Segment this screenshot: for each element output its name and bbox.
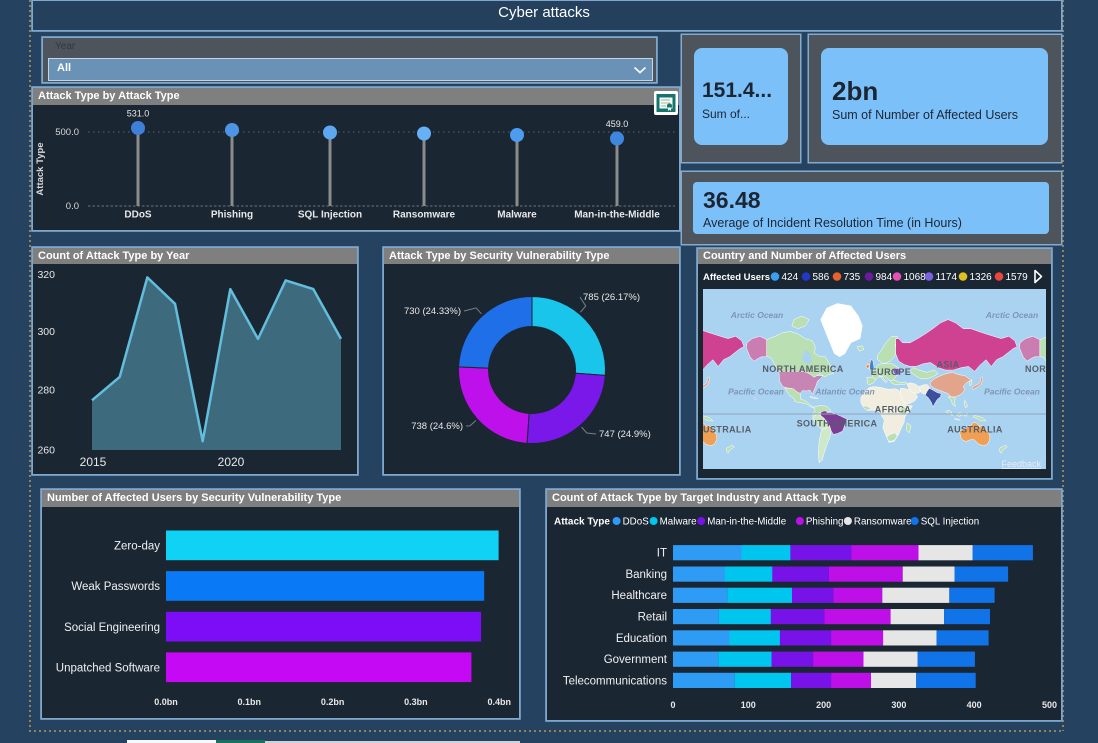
svg-text:Unpatched Software: Unpatched Software bbox=[56, 662, 160, 674]
svg-text:Ransomware: Ransomware bbox=[854, 517, 912, 528]
svg-text:SQL Injection: SQL Injection bbox=[298, 210, 362, 221]
svg-text:Attack Type: Attack Type bbox=[554, 517, 610, 528]
svg-text:DDoS: DDoS bbox=[623, 517, 650, 528]
svg-text:Telecommunications: Telecommunications bbox=[563, 675, 667, 687]
svg-text:ASIA: ASIA bbox=[936, 360, 959, 370]
svg-text:0: 0 bbox=[670, 700, 675, 710]
svg-text:Weak Passwords: Weak Passwords bbox=[71, 581, 160, 593]
svg-text:0.4bn: 0.4bn bbox=[487, 697, 511, 707]
svg-text:Banking: Banking bbox=[625, 569, 667, 581]
svg-text:Attack Type: Attack Type bbox=[35, 142, 46, 195]
svg-text:280: 280 bbox=[37, 384, 55, 396]
svg-text:0.3bn: 0.3bn bbox=[404, 697, 428, 707]
svg-text:Man-in-the-Middle: Man-in-the-Middle bbox=[707, 517, 787, 528]
svg-text:Education: Education bbox=[616, 633, 667, 645]
svg-text:459.0: 459.0 bbox=[606, 119, 629, 129]
svg-text:Ransomware: Ransomware bbox=[393, 210, 456, 221]
svg-text:AUSTRALIA: AUSTRALIA bbox=[947, 425, 1003, 435]
svg-text:747 (24.9%): 747 (24.9%) bbox=[599, 429, 651, 440]
svg-text:IT: IT bbox=[657, 548, 667, 560]
svg-text:1068: 1068 bbox=[904, 272, 927, 283]
svg-text:Man-in-the-Middle: Man-in-the-Middle bbox=[574, 210, 660, 221]
svg-text:738 (24.6%): 738 (24.6%) bbox=[411, 421, 463, 432]
svg-text:SOUTH AMERICA: SOUTH AMERICA bbox=[797, 419, 878, 429]
svg-text:2015: 2015 bbox=[80, 455, 107, 469]
svg-text:Phishing: Phishing bbox=[211, 210, 253, 221]
svg-text:Arctic Ocean: Arctic Ocean bbox=[985, 310, 1038, 320]
svg-text:AFRICA: AFRICA bbox=[875, 404, 911, 414]
svg-text:Pacific Ocean: Pacific Ocean bbox=[728, 387, 784, 397]
svg-text:735: 735 bbox=[844, 272, 861, 283]
svg-text:500: 500 bbox=[1042, 700, 1057, 710]
svg-text:Zero-day: Zero-day bbox=[114, 541, 160, 553]
svg-text:Affected Users: Affected Users bbox=[703, 272, 770, 283]
svg-text:Healthcare: Healthcare bbox=[611, 590, 667, 602]
svg-text:EUROPE: EUROPE bbox=[871, 367, 911, 377]
svg-text:Pacific Ocean: Pacific Ocean bbox=[984, 387, 1040, 397]
svg-text:730 (24.33%): 730 (24.33%) bbox=[404, 306, 461, 317]
svg-text:Malware: Malware bbox=[497, 210, 537, 221]
svg-text:Malware: Malware bbox=[660, 517, 698, 528]
svg-text:NORTH AMERICA: NORTH AMERICA bbox=[762, 364, 843, 374]
svg-text:Atlantic Ocean: Atlantic Ocean bbox=[814, 387, 875, 397]
svg-text:100: 100 bbox=[741, 700, 756, 710]
svg-text:Government: Government bbox=[604, 654, 668, 666]
svg-text:Arctic Ocean: Arctic Ocean bbox=[730, 310, 783, 320]
svg-text:1326: 1326 bbox=[970, 272, 993, 283]
svg-text:984: 984 bbox=[876, 272, 893, 283]
svg-text:300: 300 bbox=[37, 326, 55, 338]
svg-text:1174: 1174 bbox=[936, 272, 958, 283]
svg-text:0.0bn: 0.0bn bbox=[154, 697, 178, 707]
svg-text:586: 586 bbox=[813, 272, 830, 283]
svg-text:200: 200 bbox=[816, 700, 831, 710]
svg-text:0.1bn: 0.1bn bbox=[238, 697, 262, 707]
svg-text:531.0: 531.0 bbox=[127, 109, 150, 119]
svg-text:DDoS: DDoS bbox=[124, 210, 152, 221]
svg-text:Phishing: Phishing bbox=[806, 517, 844, 528]
svg-text:NORT: NORT bbox=[1025, 364, 1046, 374]
svg-text:260: 260 bbox=[37, 445, 55, 457]
svg-text:0.0: 0.0 bbox=[66, 201, 79, 212]
svg-text:400: 400 bbox=[967, 700, 982, 710]
svg-text:500.0: 500.0 bbox=[55, 127, 79, 138]
svg-text:USTRALIA: USTRALIA bbox=[703, 425, 752, 435]
svg-text:Social Engineering: Social Engineering bbox=[64, 622, 160, 634]
svg-text:SQL Injection: SQL Injection bbox=[921, 517, 979, 528]
svg-text:Retail: Retail bbox=[638, 612, 667, 624]
svg-text:1579: 1579 bbox=[1006, 272, 1029, 283]
svg-text:320: 320 bbox=[37, 269, 55, 281]
svg-text:300: 300 bbox=[891, 700, 906, 710]
svg-text:0.2bn: 0.2bn bbox=[321, 697, 345, 707]
svg-text:424: 424 bbox=[782, 272, 799, 283]
svg-text:785 (26.17%): 785 (26.17%) bbox=[583, 292, 640, 303]
svg-text:2020: 2020 bbox=[218, 455, 245, 469]
